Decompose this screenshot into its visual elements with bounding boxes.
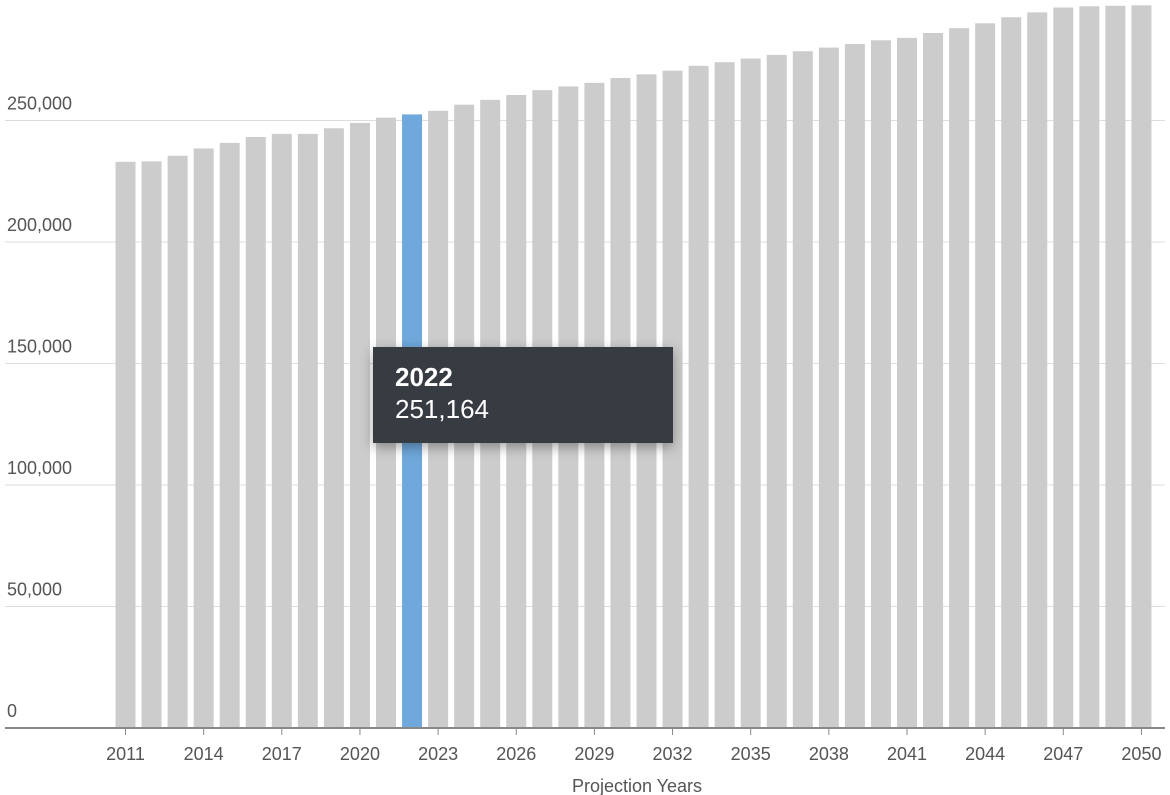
bar-2018	[297, 133, 318, 729]
bar-2049	[1105, 5, 1126, 728]
y-tick-label: 50,000	[7, 580, 62, 600]
bar-2039	[844, 43, 865, 728]
y-tick-label: 200,000	[7, 215, 72, 235]
bar-2016	[245, 137, 266, 729]
x-tick-label: 2038	[809, 744, 849, 764]
bar-2036	[766, 54, 787, 728]
x-tick-label: 2014	[184, 744, 224, 764]
bar-2048	[1079, 6, 1100, 729]
bar-2017	[271, 133, 292, 729]
bar-2037	[792, 51, 813, 729]
tooltip-title: 2022	[395, 362, 453, 392]
hover-tooltip: 2022 251,164	[373, 347, 673, 443]
x-tick-label: 2047	[1043, 744, 1083, 764]
bar-2012	[141, 161, 162, 729]
bar-2015	[219, 142, 240, 728]
x-tick-label: 2026	[496, 744, 536, 764]
bar-2038	[818, 47, 839, 729]
bar-2041	[897, 37, 917, 728]
bar-2011	[115, 161, 136, 728]
bar-2042	[923, 33, 944, 728]
bar-2045	[1001, 17, 1022, 729]
x-tick-label: 2029	[574, 744, 614, 764]
y-tick-label: 100,000	[7, 458, 72, 478]
y-tick-label: 150,000	[7, 337, 72, 357]
x-tick-label: 2032	[653, 744, 693, 764]
tooltip-value: 251,164	[395, 394, 489, 424]
bar-2047	[1053, 7, 1074, 728]
bar-2034	[714, 62, 735, 729]
bar-2040	[870, 40, 891, 729]
bar-2014	[193, 148, 214, 728]
bar-2046	[1027, 12, 1048, 729]
x-tick-label: 2044	[965, 744, 1005, 764]
y-tick-label: 0	[7, 701, 17, 721]
bar-2019	[323, 128, 344, 728]
bar-2033	[688, 65, 709, 728]
bar-2013	[167, 155, 188, 729]
bar-2050	[1131, 5, 1152, 729]
x-axis-label: Projection Years	[572, 776, 702, 795]
x-tick-label: 2011	[106, 744, 145, 764]
bar-2035	[740, 58, 761, 729]
x-tick-label: 2041	[887, 744, 927, 764]
x-tick-label: 2023	[418, 744, 458, 764]
x-tick-label: 2020	[340, 744, 380, 764]
x-tick-label: 2017	[262, 744, 302, 764]
y-tick-label: 250,000	[7, 94, 72, 114]
x-tick-label: 2050	[1121, 744, 1161, 764]
bar-2043	[949, 28, 970, 729]
bar-2020	[349, 122, 370, 729]
bar-2044	[975, 23, 996, 729]
x-tick-label: 2035	[731, 744, 771, 764]
